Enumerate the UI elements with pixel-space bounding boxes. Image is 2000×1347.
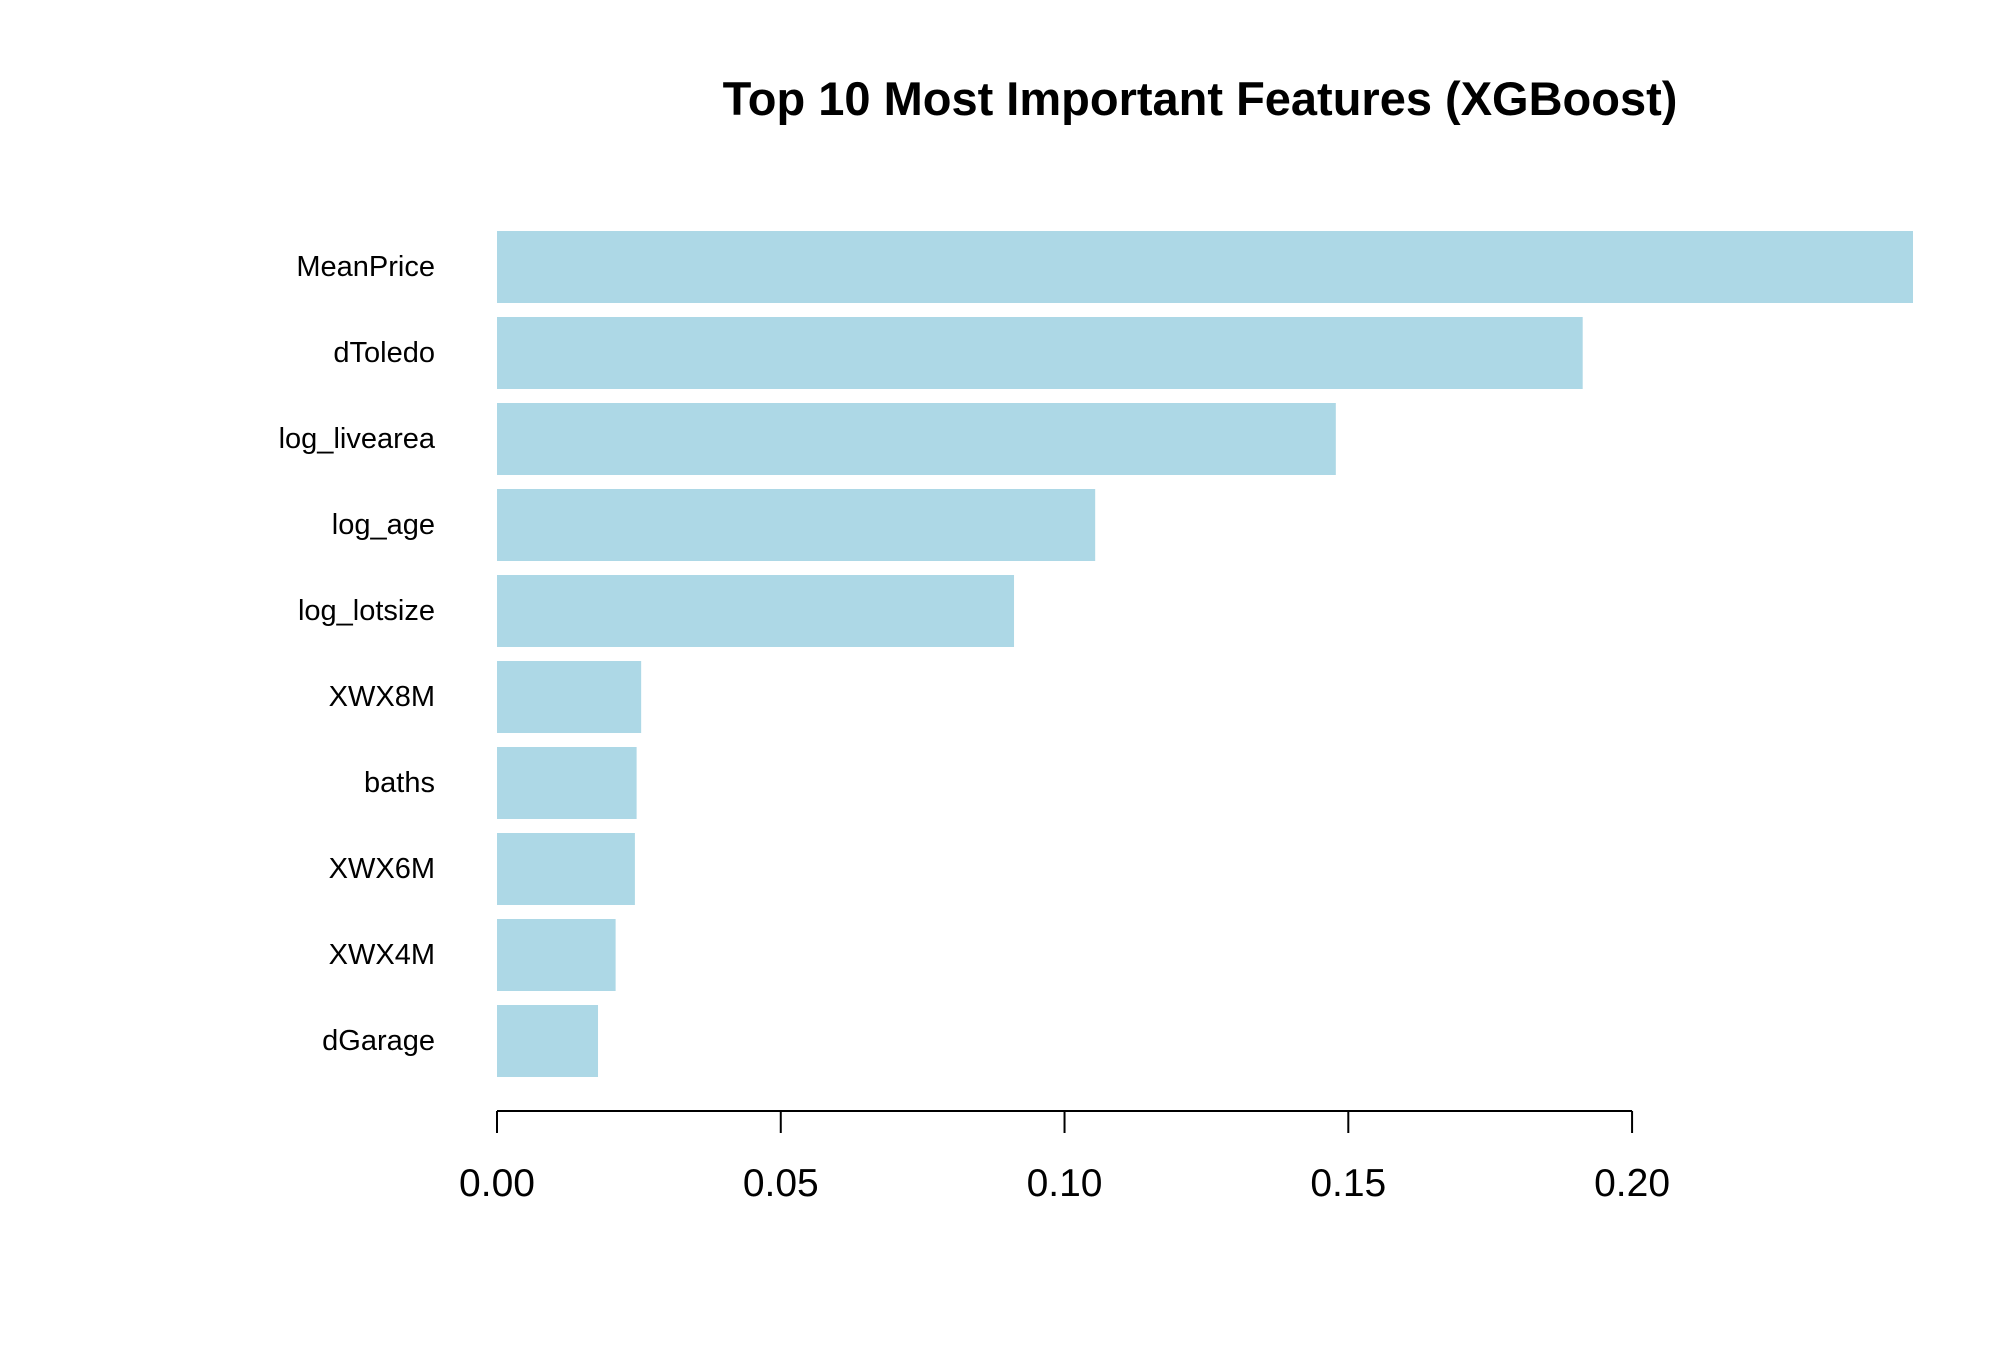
x-tick-label: 0.10 [1027, 1162, 1103, 1205]
category-label-xwx6m: XWX6M [329, 853, 435, 885]
category-labels-group: MeanPrice dToledo log_livearea log_age log_l… [279, 251, 436, 1057]
x-tick-label: 0.15 [1310, 1162, 1386, 1205]
bar-dtoledo [497, 317, 1583, 389]
bar-xwx4m [497, 919, 616, 991]
category-label-dgarage: dGarage [322, 1025, 435, 1057]
bar-log-age [497, 489, 1096, 561]
x-tick-label: 0.00 [459, 1162, 535, 1205]
x-tick-label: 0.20 [1594, 1162, 1670, 1205]
bars-group [497, 231, 1913, 1077]
category-label-log-livearea: log_livearea [279, 423, 436, 455]
category-label-xwx8m: XWX8M [329, 681, 435, 713]
category-label-log-age: log_age [332, 509, 435, 541]
bar-dgarage [497, 1005, 599, 1077]
category-label-meanprice: MeanPrice [296, 251, 435, 283]
category-label-baths: baths [364, 767, 435, 799]
category-label-xwx4m: XWX4M [329, 939, 435, 971]
category-label-log-lotsize: log_lotsize [298, 595, 435, 627]
bar-xwx8m [497, 661, 642, 733]
chart-title: Top 10 Most Important Features (XGBoost) [723, 72, 1678, 125]
x-axis: 0.00 0.05 0.10 0.15 0.20 [459, 1110, 1670, 1205]
x-tick-label: 0.05 [743, 1162, 819, 1205]
bar-xwx6m [497, 833, 635, 905]
category-label-dtoledo: dToledo [333, 337, 435, 369]
bar-meanprice [497, 231, 1913, 303]
bar-baths [497, 747, 637, 819]
bar-log-livearea [497, 403, 1336, 475]
bar-log-lotsize [497, 575, 1015, 647]
